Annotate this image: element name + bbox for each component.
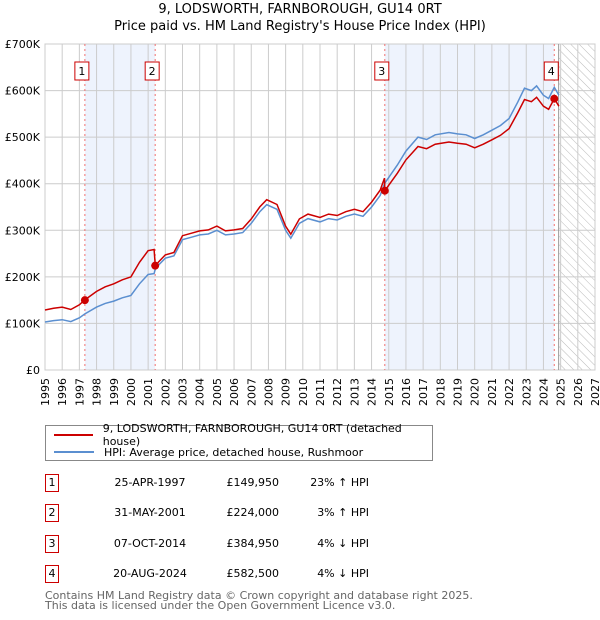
y-tick-label: £500K bbox=[5, 131, 41, 144]
x-tick-label: 2022 bbox=[503, 378, 516, 406]
sale-point bbox=[151, 261, 160, 270]
sale-number: 1 bbox=[45, 474, 59, 492]
sale-label: 2 bbox=[149, 65, 156, 78]
plot-border bbox=[44, 43, 596, 371]
sale-hpi-diff: 4% ↓ HPI bbox=[317, 566, 369, 580]
sale-number: 2 bbox=[45, 504, 59, 523]
x-tick-label: 2024 bbox=[537, 378, 550, 406]
legend-label: 9, LODSWORTH, FARNBOROUGH, GU14 0RT (det… bbox=[102, 422, 402, 448]
x-tick-label: 2027 bbox=[589, 378, 600, 406]
x-tick-label: 2021 bbox=[486, 378, 499, 406]
footer-copyright: Contains HM Land Registry data © Crown c… bbox=[45, 589, 473, 602]
hpi-line bbox=[44, 84, 560, 323]
sale-label-box bbox=[543, 61, 559, 81]
sale-date: 31-MAY-2001 bbox=[114, 506, 186, 520]
legend-label: HPI: Average price, detached house, Rush… bbox=[104, 445, 364, 459]
sale-date: 25-APR-1997 bbox=[114, 476, 186, 489]
sale-hpi-diff: 23% ↑ HPI bbox=[310, 476, 369, 489]
x-tick-label: 2017 bbox=[417, 378, 430, 406]
sale-label: 4 bbox=[548, 65, 555, 78]
y-tick-label: £100K bbox=[5, 317, 41, 330]
sale-number: 3 bbox=[45, 534, 59, 553]
x-tick-label: 2003 bbox=[177, 378, 190, 406]
sale-label-box bbox=[74, 61, 90, 81]
plot-area: 1995 1996 1997 1998 1999 2000 2001 2002 2003 2004… bbox=[5, 38, 600, 406]
x-tick-label: 1997 bbox=[73, 378, 86, 406]
sale-price: £224,000 bbox=[226, 506, 280, 520]
x-tick-label: 2018 bbox=[434, 378, 447, 406]
x-tick-label: 2013 bbox=[348, 378, 361, 406]
sale-price: £582,500 bbox=[226, 566, 280, 580]
sale-label: 1 bbox=[78, 65, 85, 78]
x-tick-label: 2010 bbox=[297, 378, 310, 406]
sale-hpi-diff: 3% ↑ HPI bbox=[317, 506, 369, 520]
x-tick-label: 2016 bbox=[400, 378, 413, 406]
x-tick-label: 2012 bbox=[331, 378, 344, 406]
sale-point bbox=[380, 186, 389, 195]
legend-item-property: 9, LODSWORTH, FARNBOROUGH, GU14 0RT (det… bbox=[54, 422, 432, 448]
x-tick-label: 1995 bbox=[39, 378, 52, 406]
x-tick-label: 2015 bbox=[383, 378, 396, 406]
forecast-hatch bbox=[558, 44, 595, 370]
y-tick-label: £200K bbox=[5, 271, 41, 284]
footer-licence: This data is licensed under the Open Gov… bbox=[45, 599, 396, 612]
x-tick-label: 2002 bbox=[159, 378, 172, 406]
x-tick-label: 2009 bbox=[280, 378, 293, 406]
y-tick-label: £600K bbox=[5, 85, 41, 98]
x-tick-label: 1996 bbox=[56, 378, 69, 406]
sale-price: £384,950 bbox=[226, 536, 280, 550]
sale-date: 20-AUG-2024 bbox=[113, 566, 187, 580]
x-tick-label: 2019 bbox=[452, 378, 465, 406]
x-tick-label: 1999 bbox=[108, 378, 121, 406]
legend: 9, LODSWORTH, FARNBOROUGH, GU14 0RT (det… bbox=[45, 422, 433, 461]
sale-hpi-diff: 4% ↓ HPI bbox=[317, 536, 369, 550]
x-tick-label: 2007 bbox=[245, 378, 258, 406]
legend-item-hpi: HPI: Average price, detached house, Rush… bbox=[54, 444, 363, 460]
x-tick-label: 2025 bbox=[555, 378, 568, 406]
x-tick-label: 2001 bbox=[142, 378, 155, 406]
shaded-period-1 bbox=[84, 44, 156, 370]
legend-swatch bbox=[54, 434, 93, 436]
x-tick-label: 2006 bbox=[228, 378, 241, 406]
sale-date: 07-OCT-2014 bbox=[113, 536, 187, 550]
x-tick-label: 1998 bbox=[91, 378, 104, 406]
y-tick-label: £400K bbox=[5, 178, 41, 191]
sale-number: 4 bbox=[45, 564, 59, 583]
y-tick-label: £700K bbox=[5, 38, 41, 51]
x-tick-label: 2023 bbox=[520, 378, 533, 406]
chart-subtitle: Price paid vs. HM Land Registry's House … bbox=[114, 19, 486, 34]
sale-point bbox=[80, 296, 89, 305]
x-tick-label: 2000 bbox=[125, 378, 138, 406]
x-tick-label: 2020 bbox=[469, 378, 482, 406]
x-tick-label: 2005 bbox=[211, 378, 224, 406]
sale-price: £149,950 bbox=[226, 476, 280, 489]
x-tick-label: 2008 bbox=[262, 378, 275, 406]
x-tick-label: 2011 bbox=[314, 378, 327, 406]
x-tick-label: 2026 bbox=[572, 378, 585, 406]
y-tick-label: £0 bbox=[26, 364, 40, 377]
sale-label-box bbox=[144, 61, 160, 81]
x-tick-label: 2004 bbox=[194, 378, 207, 406]
sale-point bbox=[550, 94, 559, 103]
shaded-period-2 bbox=[384, 44, 555, 370]
property-line bbox=[44, 96, 560, 311]
chart-title: 9, LODSWORTH, FARNBOROUGH, GU14 0RT bbox=[158, 2, 442, 17]
y-tick-label: £300K bbox=[5, 224, 41, 237]
sale-label: 3 bbox=[378, 65, 385, 78]
sale-label-box bbox=[374, 61, 390, 81]
legend-swatch bbox=[54, 451, 94, 453]
x-tick-label: 2014 bbox=[366, 378, 379, 406]
